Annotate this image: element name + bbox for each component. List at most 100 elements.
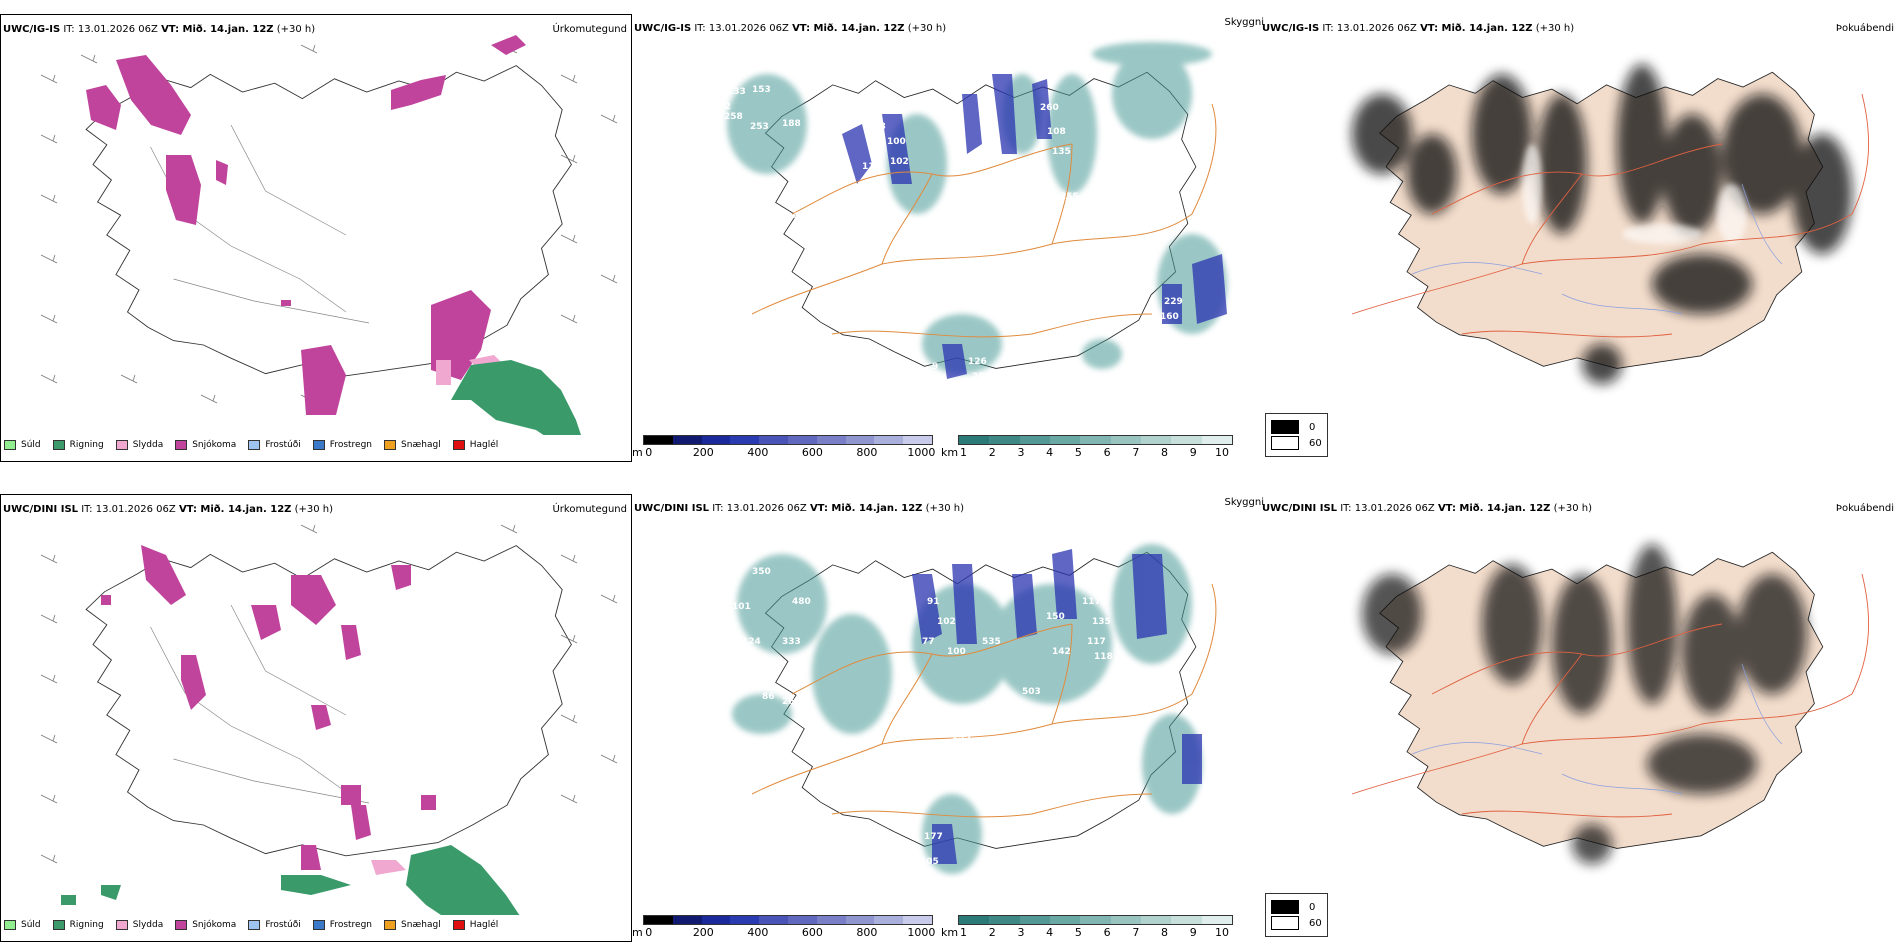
- colorbar-cell: [816, 916, 846, 924]
- legend-item-haglél: Haglél: [452, 440, 499, 450]
- cloud-height-label: 176: [762, 187, 781, 197]
- height-unit-row2: m: [632, 926, 643, 939]
- cloud-height-label: 105: [920, 857, 939, 867]
- cloud-height-label: 126: [968, 357, 987, 367]
- cloud-height-label: 503: [1022, 687, 1041, 697]
- cloud-height-label: 117: [1082, 597, 1101, 607]
- colorbar-cell: [730, 436, 760, 444]
- legend-swatch: [248, 920, 261, 930]
- colorbar-tick: 6: [1103, 926, 1111, 939]
- fog-label-row2: Þokuábendi: [1835, 503, 1894, 514]
- legend-swatch: [52, 920, 65, 930]
- colorbar-cell: [1080, 436, 1111, 444]
- precip-type-label-row2: Úrkomutegund: [552, 504, 627, 515]
- colorbar-tick: 200: [692, 446, 714, 459]
- cloud-height-label: 91: [927, 597, 940, 607]
- cloud-visibility-panel-row2: 350 480 101 333 124 86 263 135 91 102 77 100 535 503 1…: [632, 494, 1264, 914]
- cloud-height-label: 142: [1052, 647, 1071, 657]
- colorbar-cell: [787, 916, 817, 924]
- snow-areas-row2: [101, 545, 436, 870]
- legend-label: Frostregn: [329, 440, 373, 450]
- colorbar-tick: 10: [1215, 926, 1229, 939]
- fog-legend-label: 0: [1309, 901, 1316, 913]
- cloud-height-label: 145: [747, 229, 766, 239]
- fog-legend-box: [1271, 916, 1299, 930]
- colorbar-cell: [1049, 436, 1081, 444]
- colorbar-cell: [816, 436, 846, 444]
- cloud-height-shading: [842, 74, 1227, 379]
- colorbar-tick: 5: [1074, 446, 1082, 459]
- colorbar-cell: [672, 916, 702, 924]
- fog-title-row1: UWC/IG-IS IT: 13.01.2026 06Z VT: Mið. 14…: [1262, 23, 1575, 34]
- colorbar-cell: [903, 436, 932, 444]
- legend-swatch: [115, 440, 128, 450]
- legend-label: Frostúði: [265, 920, 301, 930]
- cloud-height-label: 480: [792, 597, 811, 607]
- legend-item-haglél: Haglél: [452, 920, 498, 930]
- colorbar-cell: [989, 436, 1020, 444]
- fog-legend-row1: 0 60: [1265, 413, 1328, 457]
- precip-type-title-row2: UWC/DINI ISL IT: 13.01.2026 06Z VT: Mið.…: [3, 504, 334, 515]
- precip-legend-row1: Súld Rigning Slydda Snjókoma Frostúði Frostre…: [4, 435, 510, 455]
- cloud-height-label: 272: [712, 102, 731, 112]
- precip-legend-row2: Súld Rigning Slydda Snjókoma Frostúði Frostre…: [4, 915, 510, 935]
- fog-legend-box: [1271, 436, 1299, 450]
- fog-roads-row2: [1351, 573, 1870, 818]
- cloud-height-label: 333: [782, 637, 801, 647]
- cloud-height-label: 77: [922, 637, 935, 647]
- colorbar-tick: 7: [1132, 926, 1140, 939]
- cloud-height-label: 117: [1087, 637, 1106, 647]
- colorbar-cell: [1110, 436, 1141, 444]
- legend-item-frostúði: Frostúði: [248, 920, 301, 930]
- fog-legend-row: 0: [1271, 420, 1322, 434]
- colorbar-tick: 0: [645, 926, 653, 939]
- cloud-height-label: 135: [952, 732, 971, 742]
- fog-shading-row2: [1362, 544, 1807, 864]
- cloud-height-label: 40: [792, 212, 805, 222]
- colorbar-cell: [1019, 916, 1050, 924]
- colorbar-cell: [959, 436, 990, 444]
- colorbar-tick: 600: [801, 446, 823, 459]
- colorbar-tick: 2: [988, 926, 996, 939]
- cloud-height-label: 208: [867, 122, 886, 132]
- cloud-height-label: 253: [750, 122, 769, 132]
- legend-swatch: [4, 920, 16, 930]
- legend-item-slydda: Slydda: [115, 920, 164, 930]
- cloud-height-label: 188: [782, 119, 801, 129]
- precip-type-map-row1: [40, 35, 618, 435]
- colorbar-tick: 400: [747, 446, 769, 459]
- colorbar-tick: 4: [1046, 926, 1054, 939]
- colorbar-cell: [1110, 916, 1141, 924]
- colorbar-cell: [1171, 916, 1202, 924]
- colorbar-tick: 800: [856, 926, 878, 939]
- colorbar-cell: [1019, 436, 1050, 444]
- colorbar-cell: [787, 436, 817, 444]
- colorbar-cell: [1201, 436, 1232, 444]
- legend-label: Slydda: [132, 920, 164, 930]
- legend-label: Snæhagl: [401, 440, 441, 450]
- legend-label: Haglél: [469, 440, 499, 450]
- legend-swatch: [312, 920, 325, 930]
- cloud-height-label: 102: [937, 617, 956, 627]
- colorbar-tick: 1: [960, 446, 967, 459]
- legend-item-rigning: Rigning: [52, 920, 104, 930]
- legend-swatch: [384, 920, 397, 930]
- fog-legend-label: 60: [1309, 917, 1322, 929]
- cloud-height-label: 307: [1152, 337, 1171, 347]
- legend-swatch: [384, 440, 397, 450]
- roads: [751, 103, 1217, 338]
- cloud-height-label: 246: [1024, 752, 1043, 762]
- fog-legend-box: [1271, 900, 1299, 914]
- colorbar-cell: [1080, 916, 1111, 924]
- colorbar-tick: 200: [692, 926, 714, 939]
- legend-label: Snjókoma: [192, 440, 237, 450]
- legend-item-snjókoma: Snjókoma: [175, 920, 236, 930]
- legend-swatch: [312, 440, 325, 450]
- colorbar-tick: 8: [1161, 926, 1169, 939]
- colorbar-tick: 0: [645, 446, 653, 459]
- cloud-height-label: 114: [862, 162, 881, 172]
- roads-row2: [751, 583, 1217, 818]
- colorbar-cell: [672, 436, 702, 444]
